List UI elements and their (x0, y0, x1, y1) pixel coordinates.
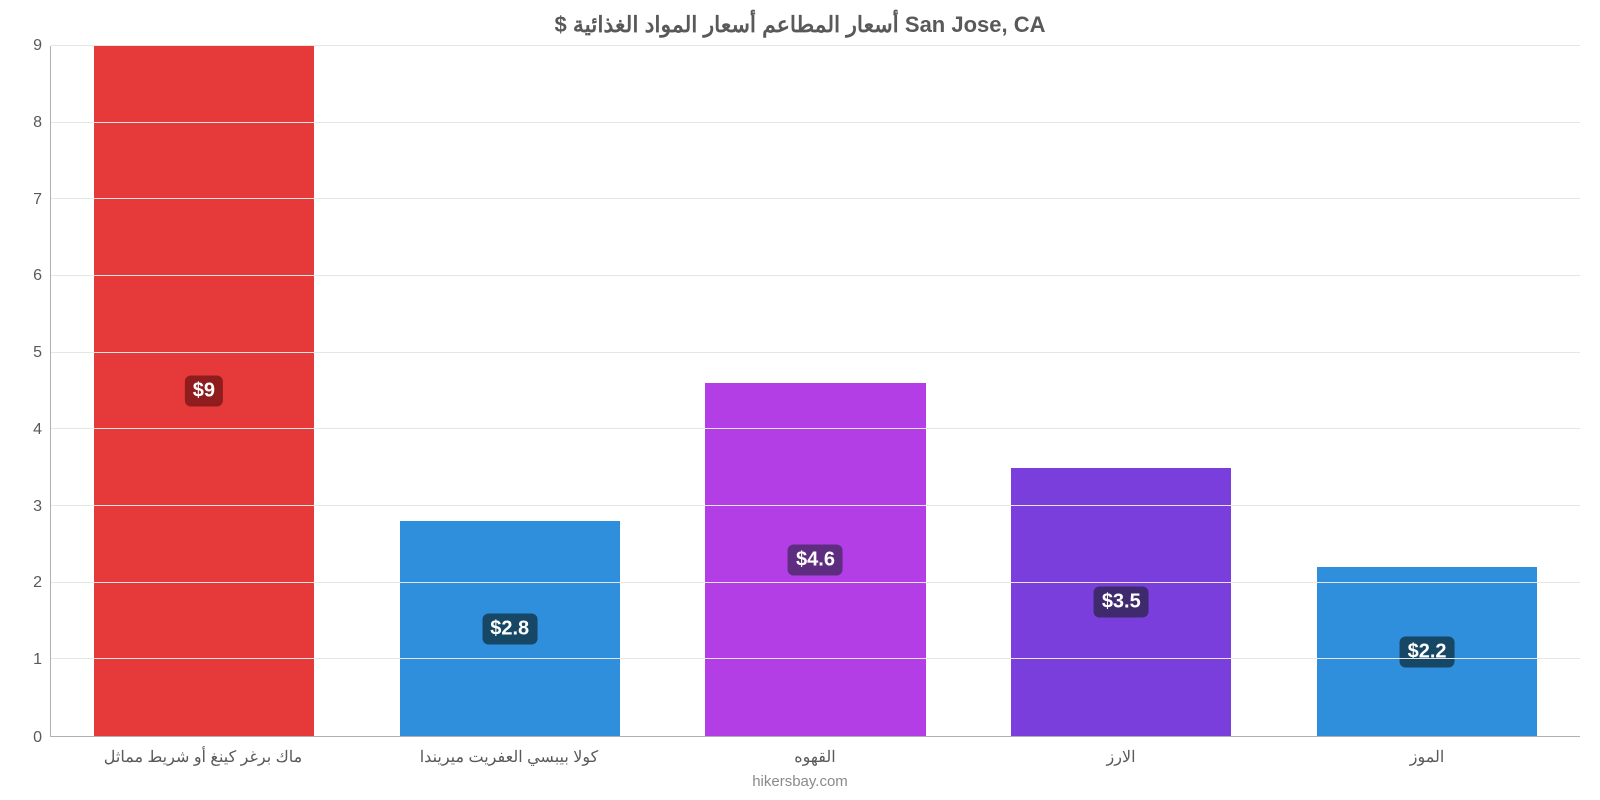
x-axis-label: الارز (968, 737, 1274, 773)
x-axis-label: القهوه (662, 737, 968, 773)
y-tick-label: 6 (33, 267, 42, 285)
y-tick-label: 9 (33, 37, 42, 55)
bar-slot: $2.8 (400, 521, 620, 736)
y-tick-label: 5 (33, 344, 42, 362)
y-axis: 0123456789 (0, 46, 50, 737)
y-tick-label: 1 (33, 651, 42, 669)
plot-row: 0123456789 $9$2.8$4.6$3.5$2.2 (0, 46, 1600, 737)
value-badge: $9 (185, 376, 223, 407)
bar-slot: $9 (94, 46, 314, 736)
y-tick-label: 0 (33, 729, 42, 747)
x-axis-labels: ماك برغر كينغ أو شريط مماثلكولا بيبسي ال… (0, 737, 1600, 773)
bar-slot: $2.2 (1317, 567, 1537, 736)
gridline (51, 658, 1580, 659)
gridline (51, 122, 1580, 123)
value-badge: $2.2 (1400, 636, 1455, 667)
x-axis-label: ماك برغر كينغ أو شريط مماثل (50, 737, 356, 773)
chart-title: $ أسعار المطاعم أسعار المواد الغذائية Sa… (0, 0, 1600, 46)
bars-layer: $9 $2.8 $4.6 $3.5 $2.2 (51, 46, 1580, 736)
gridline (51, 428, 1580, 429)
x-axis-label: كولا بيبسي العفريت ميريندا (356, 737, 662, 773)
price-chart: $ أسعار المطاعم أسعار المواد الغذائية Sa… (0, 0, 1600, 800)
y-tick-label: 7 (33, 191, 42, 209)
value-badge: $4.6 (788, 544, 843, 575)
gridline (51, 582, 1580, 583)
y-tick-label: 4 (33, 421, 42, 439)
gridline (51, 198, 1580, 199)
bar-slot: $4.6 (705, 383, 925, 736)
gridline (51, 275, 1580, 276)
bar-slot: $3.5 (1011, 468, 1231, 736)
y-tick-label: 2 (33, 574, 42, 592)
gridline (51, 352, 1580, 353)
value-badge: $2.8 (482, 613, 537, 644)
plot-area: $9 $2.8 $4.6 $3.5 $2.2 (50, 46, 1580, 737)
source-label: hikersbay.com (0, 773, 1600, 800)
value-badge: $3.5 (1094, 586, 1149, 617)
gridline (51, 505, 1580, 506)
y-tick-label: 8 (33, 114, 42, 132)
gridline (51, 45, 1580, 46)
y-tick-label: 3 (33, 498, 42, 516)
x-axis-label: الموز (1274, 737, 1580, 773)
